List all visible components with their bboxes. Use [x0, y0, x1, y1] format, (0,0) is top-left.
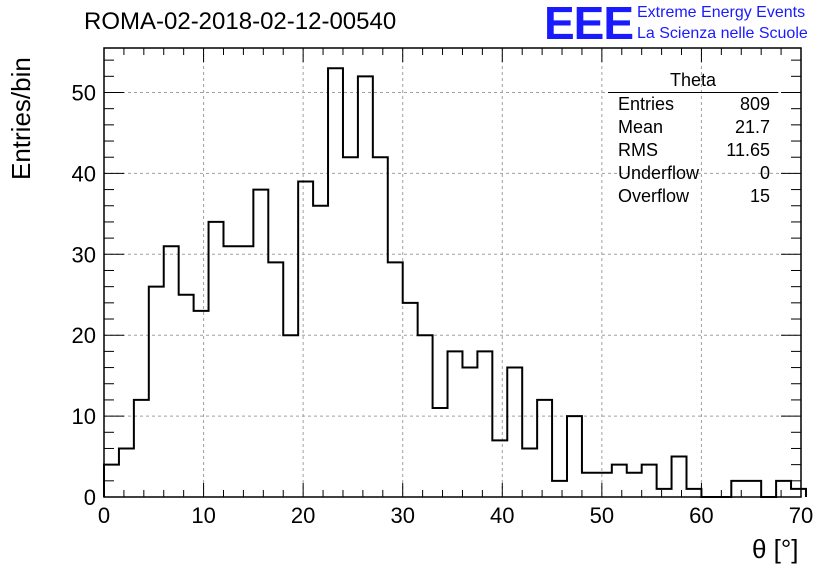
x-tick-label: 60 — [689, 503, 713, 528]
logo-subtitle: Extreme Energy Events La Scienza nelle S… — [637, 2, 808, 44]
histogram-bin — [373, 157, 388, 497]
histogram-bin — [403, 303, 418, 497]
histogram-series — [103, 67, 807, 498]
stats-label: Mean — [618, 117, 664, 137]
eee-logo: EEE — [544, 0, 634, 49]
histogram-bin — [313, 206, 328, 497]
stats-value: 809 — [739, 94, 770, 114]
stats-label: Overflow — [618, 186, 690, 206]
x-tick-label: 70 — [789, 503, 813, 528]
stats-title: Theta — [608, 70, 778, 93]
y-tick-label: 20 — [72, 323, 96, 348]
stats-value: 0 — [759, 163, 770, 183]
histogram-bin — [268, 262, 283, 497]
plot-frame — [103, 47, 802, 498]
histogram-bin — [462, 368, 477, 497]
stats-label: Entries — [618, 94, 675, 114]
chart-title: ROMA-02-2018-02-12-00540 — [84, 8, 397, 35]
x-axis-label: θ [°] — [752, 534, 799, 564]
histogram-bin — [328, 68, 343, 497]
histogram-bin — [537, 400, 552, 497]
histogram-bin — [179, 295, 194, 497]
histogram-bin — [746, 481, 761, 497]
histogram-bin — [507, 368, 522, 497]
histogram-bin — [164, 246, 179, 497]
histogram-bin — [672, 457, 687, 497]
histogram-bin — [149, 287, 164, 497]
histogram-bin — [776, 481, 791, 497]
histogram-bin — [791, 489, 806, 497]
y-tick-label: 50 — [72, 80, 96, 105]
y-tick-label: 0 — [84, 485, 96, 510]
stats-label: RMS — [618, 140, 658, 160]
stats-label: Underflow — [618, 163, 700, 183]
stats-row-overflow: Overflow 15 — [608, 185, 778, 208]
histogram-bin — [552, 481, 567, 497]
histogram-bin — [119, 448, 134, 497]
histogram-bin — [582, 473, 597, 497]
histogram-bin — [358, 76, 373, 497]
x-tick-label: 30 — [390, 503, 414, 528]
x-tick-label: 50 — [590, 503, 614, 528]
logo-line-2: La Scienza nelle Scuole — [637, 25, 808, 42]
histogram-bin — [223, 246, 238, 497]
histogram-bin — [448, 351, 463, 497]
histogram-bin — [477, 351, 492, 497]
y-tick-label: 30 — [72, 242, 96, 267]
x-tick-label: 10 — [191, 503, 215, 528]
stats-row-rms: RMS 11.65 — [608, 139, 778, 162]
logo-line-1: Extreme Energy Events — [637, 4, 806, 21]
histogram-bin — [194, 311, 209, 497]
histogram-bin — [433, 408, 448, 497]
histogram-bin — [642, 465, 657, 497]
x-tick-label: 40 — [490, 503, 514, 528]
histogram-bin — [209, 222, 224, 497]
stats-value: 21.7 — [734, 117, 770, 137]
x-tick-label: 0 — [98, 503, 110, 528]
histogram-bin — [253, 190, 268, 497]
x-tick-label: 20 — [291, 503, 315, 528]
stats-row-mean: Mean 21.7 — [608, 116, 778, 139]
stats-row-underflow: Underflow 0 — [608, 162, 778, 185]
histogram-bin — [597, 473, 612, 497]
histogram-bin — [388, 262, 403, 497]
histogram-bin — [343, 157, 358, 497]
histogram-bin — [134, 400, 149, 497]
stats-value: 15 — [749, 186, 770, 206]
stats-box: Theta Entries 809 Mean 21.7 RMS 11.65 Un… — [608, 70, 778, 208]
y-tick-label: 10 — [72, 404, 96, 429]
histogram-bin — [612, 465, 627, 497]
histogram-bin — [627, 473, 642, 497]
histogram-bin — [567, 416, 582, 497]
histogram-bin — [238, 246, 253, 497]
histogram-bin — [686, 489, 701, 497]
y-tick-label: 40 — [72, 161, 96, 186]
histogram-bin — [522, 448, 537, 497]
histogram-bin — [492, 440, 507, 497]
stats-row-entries: Entries 809 — [608, 93, 778, 116]
histogram-bin — [731, 481, 746, 497]
y-axis-label: Entries/bin — [6, 57, 36, 180]
stats-value: 11.65 — [726, 140, 770, 160]
histogram-bin — [298, 181, 313, 497]
histogram-bin — [657, 489, 672, 497]
